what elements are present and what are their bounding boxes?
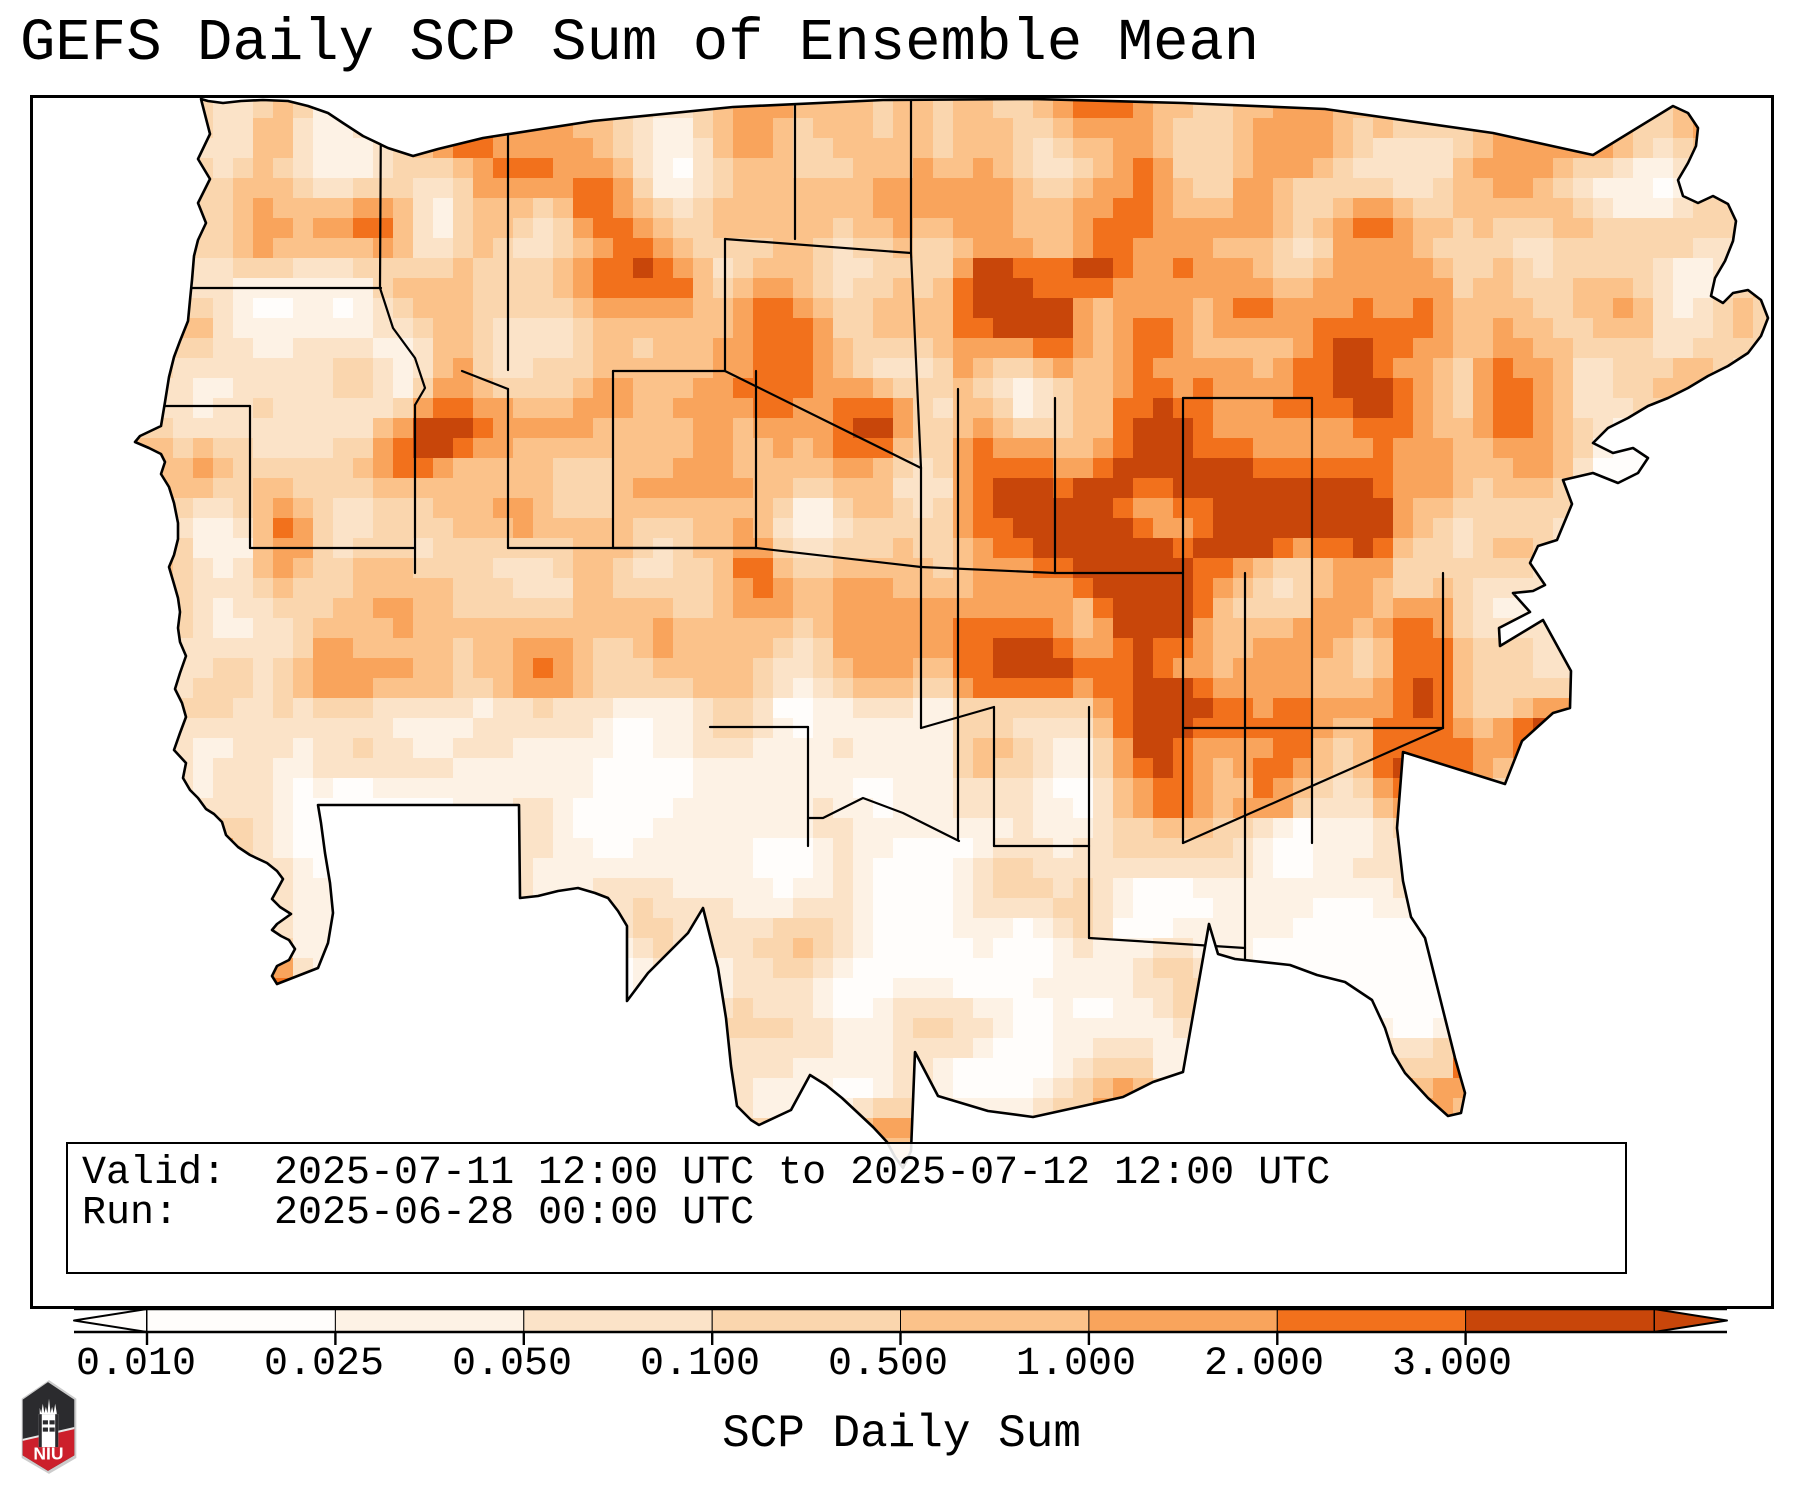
- svg-text:NIU: NIU: [33, 1443, 63, 1463]
